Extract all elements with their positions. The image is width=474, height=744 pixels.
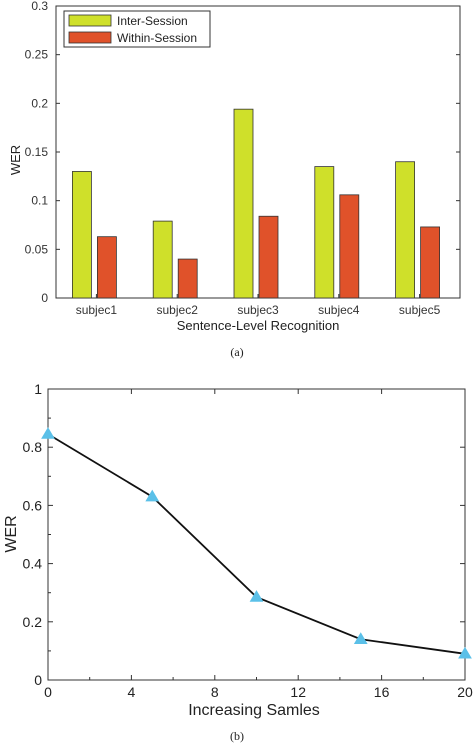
line-chart-x-ticks: 0 4 8 12 16 20: [44, 389, 473, 700]
line-y-tick-label: 0.2: [23, 614, 43, 630]
line-chart-y-axis-label: WER: [3, 515, 20, 552]
bar-chart-y-axis-label: WER: [8, 145, 23, 175]
line-x-tick-label: 16: [374, 684, 390, 700]
line-chart-x-axis-label: Increasing Samles: [188, 702, 320, 719]
caption-a: (a): [230, 345, 243, 359]
bar-y-tick-label: 0.05: [25, 242, 49, 256]
bar-x-tick-label: subjec2: [157, 303, 199, 317]
line-y-tick-label: 0.4: [23, 556, 43, 572]
wer-point-marker: [353, 632, 368, 644]
wer-point-marker: [249, 590, 264, 602]
legend-label-within-session: Within-Session: [117, 31, 197, 45]
legend-label-inter-session: Inter-Session: [117, 14, 188, 28]
bar-x-tick-label: subjec4: [318, 303, 360, 317]
line-chart-y-ticks: 0 0.2 0.4 0.6 0.8 1: [23, 381, 465, 688]
bar-inter-session-subjec3: [233, 108, 254, 299]
bar-inter-session-subjec1: [72, 171, 92, 299]
bar-x-tick-label: subjec3: [237, 303, 279, 317]
line-chart-series: [41, 427, 472, 659]
wer-line: [47, 433, 466, 655]
bar-inter-session-subjec4: [314, 166, 335, 299]
bar-within-session-subjec1: [97, 236, 117, 299]
bar-within-session-subjec4: [339, 194, 360, 299]
line-y-tick-label: 0.8: [23, 439, 43, 455]
line-x-tick-label: 20: [457, 684, 473, 700]
wer-point-marker: [41, 427, 55, 439]
bar-chart-bars: [72, 108, 441, 299]
bar-y-tick-label: 0.3: [31, 0, 48, 13]
bar-chart-x-ticks: subjec1 subjec2 subjec3 subjec4 subjec5: [76, 294, 441, 317]
bar-chart-legend: Inter-Session Within-Session: [63, 10, 211, 48]
wer-point-marker: [145, 489, 160, 502]
line-x-tick-label: 12: [290, 684, 306, 700]
bar-chart: 00.050.10.150.20.250.3 subjec1 subjec2 sub…: [8, 0, 461, 359]
line-x-tick-label: 0: [44, 684, 52, 700]
line-y-tick-label: 0.6: [23, 497, 43, 513]
bar-x-tick-label: subjec1: [76, 303, 118, 317]
bar-inter-session-subjec2: [152, 220, 173, 299]
bar-y-tick-label: 0.2: [31, 96, 48, 110]
bar-y-tick-label: 0.25: [25, 48, 49, 62]
bar-y-tick-label: 0.1: [31, 194, 48, 208]
line-x-tick-label: 4: [128, 684, 136, 700]
legend-swatch-inter-session: [68, 14, 112, 27]
wer-point-marker: [458, 646, 472, 659]
line-chart-plot-area: [47, 388, 466, 681]
bar-y-tick-label: 0.15: [25, 145, 49, 159]
bar-inter-session-subjec5: [395, 161, 416, 299]
bar-chart-x-axis-label: Sentence-Level Recognition: [177, 318, 340, 333]
caption-b: (b): [230, 729, 244, 743]
line-y-tick-label: 1: [34, 381, 42, 397]
bar-within-session-subjec5: [420, 226, 441, 299]
legend-swatch-within-session: [68, 31, 112, 44]
bar-within-session-subjec2: [177, 258, 198, 299]
line-chart: 0 0.2 0.4 0.6 0.8 1 0 4 8 12 16 20 WER Increasing …: [3, 381, 473, 743]
line-y-tick-label: 0: [34, 672, 42, 688]
bar-chart-y-ticks: 0 0.05 0.1 0.15 0.2 0.25 0.3: [25, 0, 460, 305]
bar-x-tick-label: subjec5: [399, 303, 441, 317]
line-x-tick-label: 8: [211, 684, 219, 700]
bar-y-tick-label: 0: [41, 291, 48, 305]
bar-within-session-subjec3: [258, 215, 279, 299]
